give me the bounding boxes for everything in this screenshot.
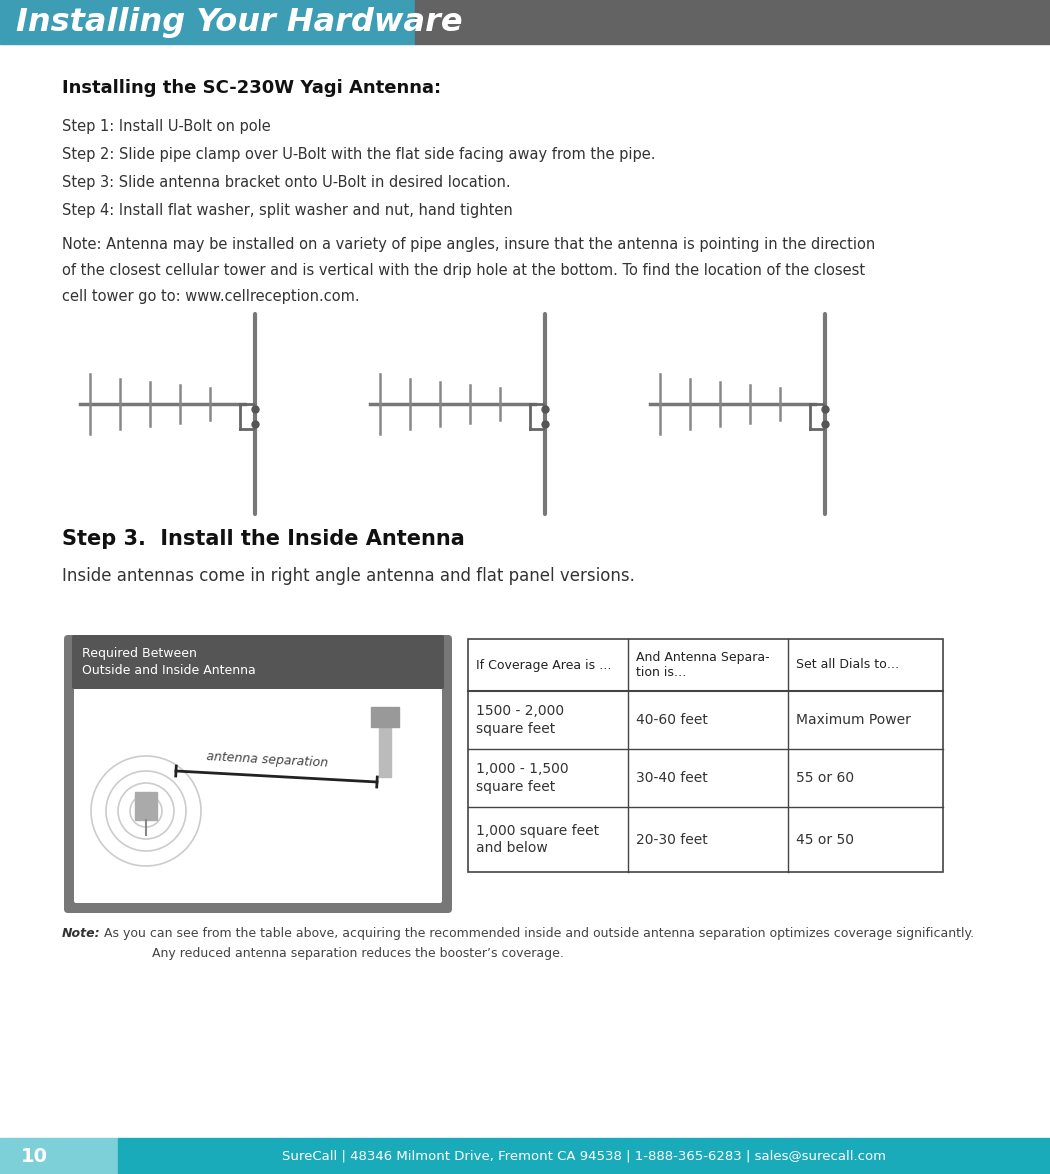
Text: 10: 10 [21, 1147, 47, 1166]
Bar [135, 792, 158, 819]
Text: Any reduced antenna separation reduces the booster’s coverage.: Any reduced antenna separation reduces t… [152, 947, 564, 960]
Text: Step 3: Slide antenna bracket onto U-Bolt in desired location.: Step 3: Slide antenna bracket onto U-Bol… [62, 175, 510, 190]
Bar [0, 1138, 118, 1174]
Bar [118, 1138, 1050, 1174]
Text: Step 1: Install U-Bolt on pole: Step 1: Install U-Bolt on pole [62, 119, 271, 134]
Text: 40-60 feet: 40-60 feet [636, 713, 708, 727]
Text: antenna separation: antenna separation [206, 750, 328, 770]
Text: As you can see from the table above, acquiring the recommended inside and outsid: As you can see from the table above, acq… [100, 927, 974, 940]
FancyBboxPatch shape [74, 684, 442, 903]
Text: Set all Dials to…: Set all Dials to… [796, 659, 899, 672]
Text: If Coverage Area is …: If Coverage Area is … [476, 659, 611, 672]
Bar [379, 717, 391, 777]
Text: Step 2: Slide pipe clamp over U-Bolt with the flat side facing away from the pip: Step 2: Slide pipe clamp over U-Bolt wit… [62, 147, 655, 162]
Text: 45 or 50: 45 or 50 [796, 832, 854, 846]
Text: Inside antennas come in right angle antenna and flat panel versions.: Inside antennas come in right angle ante… [62, 567, 635, 585]
Bar [468, 639, 943, 872]
Text: SureCall | 48346 Milmont Drive, Fremont CA 94538 | 1-888-365-6283 | sales@sureca: SureCall | 48346 Milmont Drive, Fremont … [282, 1149, 886, 1162]
Text: Step 4: Install flat washer, split washer and nut, hand tighten: Step 4: Install flat washer, split washe… [62, 203, 512, 218]
Text: of the closest cellular tower and is vertical with the drip hole at the bottom. : of the closest cellular tower and is ver… [62, 263, 865, 278]
FancyBboxPatch shape [64, 635, 452, 913]
Bar [0, 0, 415, 43]
Text: Required Between
Outside and Inside Antenna: Required Between Outside and Inside Ante… [82, 647, 256, 677]
Text: 30-40 feet: 30-40 feet [636, 771, 708, 785]
Text: 1500 - 2,000
square feet: 1500 - 2,000 square feet [476, 704, 564, 736]
Text: Installing the SC-230W Yagi Antenna:: Installing the SC-230W Yagi Antenna: [62, 79, 441, 97]
Text: And Antenna Separa-
tion is…: And Antenna Separa- tion is… [636, 650, 770, 680]
Text: Installing Your Hardware: Installing Your Hardware [16, 7, 463, 38]
Text: cell tower go to: www.cellreception.com.: cell tower go to: www.cellreception.com. [62, 289, 359, 304]
Text: Note:: Note: [62, 927, 101, 940]
Bar [371, 707, 399, 727]
Text: 20-30 feet: 20-30 feet [636, 832, 708, 846]
Bar [415, 0, 1050, 43]
FancyBboxPatch shape [72, 635, 444, 689]
Text: 1,000 square feet
and below: 1,000 square feet and below [476, 824, 600, 855]
Text: Step 3.  Install the Inside Antenna: Step 3. Install the Inside Antenna [62, 529, 465, 549]
Text: 1,000 - 1,500
square feet: 1,000 - 1,500 square feet [476, 762, 569, 794]
Text: Maximum Power: Maximum Power [796, 713, 911, 727]
Text: 55 or 60: 55 or 60 [796, 771, 854, 785]
Text: Note: Antenna may be installed on a variety of pipe angles, insure that the ante: Note: Antenna may be installed on a vari… [62, 237, 876, 252]
